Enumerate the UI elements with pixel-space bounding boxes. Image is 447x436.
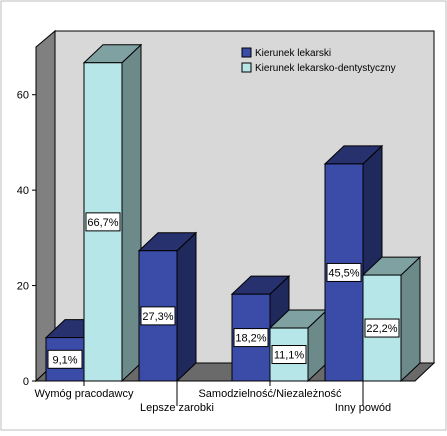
data-label: 45,5% xyxy=(328,267,359,279)
bar-dentystyczny: 22,2% xyxy=(361,255,422,383)
legend-swatch xyxy=(241,47,252,58)
side-wall xyxy=(35,29,56,383)
legend: Kierunek lekarski Kierunek lekarsko-denty… xyxy=(241,47,396,74)
data-label: 18,2% xyxy=(235,333,266,345)
y-tick-label: 0 xyxy=(23,376,29,388)
legend-swatch xyxy=(241,62,252,73)
bar-dentystyczny: 66,7% xyxy=(82,43,143,383)
data-label-box xyxy=(85,212,121,232)
data-label: 9,1% xyxy=(52,354,77,366)
data-label-box xyxy=(364,318,400,338)
bar-lekarski: 27,3% xyxy=(137,231,198,383)
data-label: 11,1% xyxy=(274,350,305,362)
bar-side-face xyxy=(121,43,142,383)
bars-group: 9,1% 66,7% 27,3% 18,2% 11,1% 45,5% 22,2% xyxy=(44,43,422,383)
y-tick-label: 20 xyxy=(17,281,29,293)
data-label-box xyxy=(233,328,269,348)
y-axis-ticks: 0 20 40 60 xyxy=(17,90,36,388)
x-tick-label: Inny powód xyxy=(335,402,391,414)
data-label-box xyxy=(271,345,307,365)
y-tick-label: 40 xyxy=(17,185,29,197)
data-label: 22,2% xyxy=(366,323,397,335)
bar-side-face xyxy=(400,255,421,383)
bar-side-face xyxy=(176,231,197,383)
legend-label: Kierunek lekarski xyxy=(255,48,331,59)
x-axis-labels: Wymóg pracodawcy Lepsze zarobki Samodzieln… xyxy=(35,381,391,414)
data-label-box xyxy=(326,262,362,282)
bar-dentystyczny: 11,1% xyxy=(268,308,329,383)
legend-label: Kierunek lekarsko-dentystyczny xyxy=(255,63,396,74)
data-label-box xyxy=(47,349,83,369)
x-tick-label: Wymóg pracodawcy xyxy=(35,388,134,400)
x-tick-label: Samodzielność/Niezależność xyxy=(198,388,342,400)
y-tick-label: 60 xyxy=(17,90,29,102)
data-label-box xyxy=(140,306,176,326)
x-tick-label: Lepsze zarobki xyxy=(140,402,214,414)
data-label: 27,3% xyxy=(142,311,173,323)
data-label: 66,7% xyxy=(87,217,118,229)
